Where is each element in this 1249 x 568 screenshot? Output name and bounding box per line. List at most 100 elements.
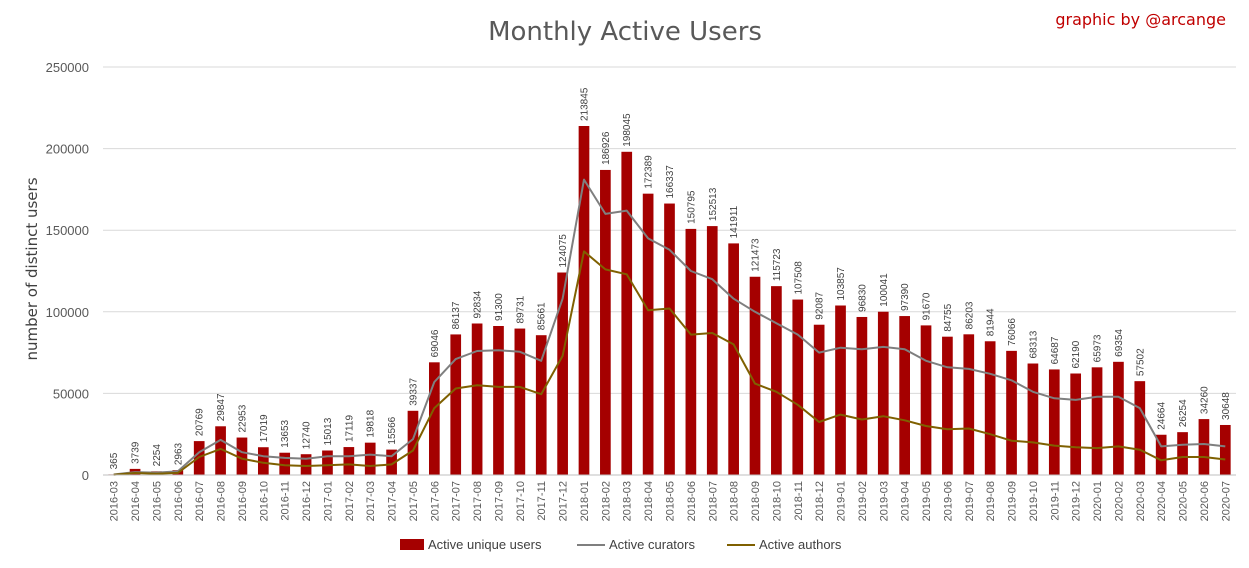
x-tick-label: 2016-06	[173, 481, 185, 521]
data-label: 96830	[857, 284, 868, 312]
data-label: 24664	[1157, 402, 1168, 430]
x-tick-label: 2019-03	[878, 481, 890, 521]
data-label: 121473	[751, 238, 762, 272]
x-axis-ticks: 2016-03 2016-04 2016-05 2016-06 2016-07 2016-…	[109, 481, 1233, 521]
bar	[642, 193, 654, 476]
y-tick-label: 150000	[46, 223, 89, 238]
data-label: 64687	[1050, 336, 1061, 364]
data-label: 20769	[195, 408, 206, 436]
x-tick-label: 2017-11	[536, 481, 548, 521]
x-tick-label: 2020-01	[1092, 481, 1104, 521]
x-tick-label: 2018-12	[814, 481, 826, 521]
bar	[771, 286, 782, 475]
data-label: 57502	[1135, 348, 1146, 376]
legend: Active unique users Active curators Acti…	[400, 537, 842, 552]
bar	[364, 442, 376, 475]
y-axis-ticks: 0 50000 100000 150000 200000 250000	[46, 60, 89, 483]
x-tick-label: 2019-11	[1049, 481, 1061, 521]
bar	[1006, 350, 1017, 475]
data-label: 39337	[408, 378, 419, 406]
x-tick-label: 2017-06	[429, 481, 441, 521]
x-tick-label: 2020-02	[1113, 481, 1125, 521]
x-tick-label: 2017-12	[558, 481, 570, 521]
bar	[1134, 381, 1146, 475]
data-label: 365	[109, 452, 120, 469]
x-tick-label: 2020-06	[1199, 481, 1211, 521]
legend-item-active-curators: Active curators	[577, 537, 695, 552]
legend-label: Active unique users	[428, 537, 542, 552]
data-label: 107508	[793, 261, 804, 295]
bar	[236, 437, 248, 475]
bar	[279, 452, 291, 475]
x-tick-label: 2019-07	[964, 481, 976, 521]
x-tick-label: 2016-11	[280, 481, 292, 521]
bar	[535, 335, 547, 475]
bar	[1219, 424, 1231, 475]
bar	[300, 454, 312, 475]
bar	[1113, 361, 1124, 475]
data-label: 84755	[943, 303, 954, 331]
data-label: 86137	[451, 301, 462, 329]
bar	[1177, 432, 1188, 475]
x-tick-label: 2017-01	[322, 481, 334, 521]
x-tick-label: 2019-04	[900, 481, 912, 521]
data-label: 30648	[1221, 392, 1232, 420]
x-tick-label: 2016-09	[237, 481, 249, 521]
data-label: 68313	[1028, 330, 1039, 358]
bar	[877, 311, 889, 475]
x-tick-label: 2018-02	[600, 481, 612, 521]
data-label: 92087	[815, 291, 826, 319]
x-tick-label: 2016-04	[130, 481, 142, 521]
chart-title: Monthly Active Users	[488, 17, 762, 47]
x-tick-label: 2016-03	[109, 481, 121, 521]
bar	[578, 126, 590, 476]
bar	[1091, 367, 1103, 475]
x-tick-label: 2018-04	[643, 481, 655, 521]
x-tick-label: 2020-05	[1178, 481, 1190, 521]
data-label: 124075	[558, 234, 569, 268]
x-tick-label: 2020-03	[1135, 481, 1147, 521]
bar	[984, 341, 996, 475]
data-label: 100041	[879, 273, 890, 307]
data-label: 65973	[1093, 334, 1104, 362]
y-tick-label: 200000	[46, 142, 89, 157]
bar	[322, 450, 333, 475]
data-label: 2254	[152, 444, 163, 467]
bars	[108, 126, 1231, 476]
x-tick-label: 2019-08	[985, 481, 997, 521]
x-tick-label: 2018-06	[686, 481, 698, 521]
data-label: 81944	[986, 308, 997, 336]
x-tick-label: 2016-08	[216, 481, 228, 521]
data-label: 19818	[366, 409, 377, 437]
legend-item-active-authors: Active authors	[727, 537, 842, 552]
bar	[664, 203, 675, 475]
x-tick-label: 2019-05	[921, 481, 933, 521]
y-tick-label: 250000	[46, 60, 89, 75]
bar	[215, 426, 226, 475]
x-tick-label: 2016-05	[151, 481, 163, 521]
bar	[1048, 369, 1060, 475]
data-label: 152513	[708, 187, 719, 221]
bar	[1070, 373, 1082, 475]
bar	[1155, 434, 1167, 475]
x-tick-label: 2020-04	[1156, 481, 1168, 521]
y-axis-label: number of distinct users	[23, 177, 41, 360]
data-label: 17119	[344, 415, 355, 443]
data-label: 69046	[430, 329, 441, 357]
bar	[343, 447, 355, 475]
bar	[792, 299, 804, 475]
x-tick-label: 2020-07	[1220, 481, 1232, 521]
data-label: 150795	[686, 190, 697, 224]
data-label: 115723	[772, 248, 783, 281]
bar	[557, 272, 568, 475]
bar	[514, 328, 526, 475]
data-label: 97390	[900, 283, 911, 311]
x-tick-label: 2017-07	[451, 481, 463, 521]
x-tick-label: 2017-08	[472, 481, 484, 521]
data-label: 34260	[1199, 386, 1210, 414]
x-tick-label: 2016-10	[258, 481, 270, 521]
credit-label: graphic by @arcange	[1055, 10, 1226, 29]
y-tick-label: 0	[82, 468, 89, 483]
data-label: 85661	[537, 302, 548, 330]
